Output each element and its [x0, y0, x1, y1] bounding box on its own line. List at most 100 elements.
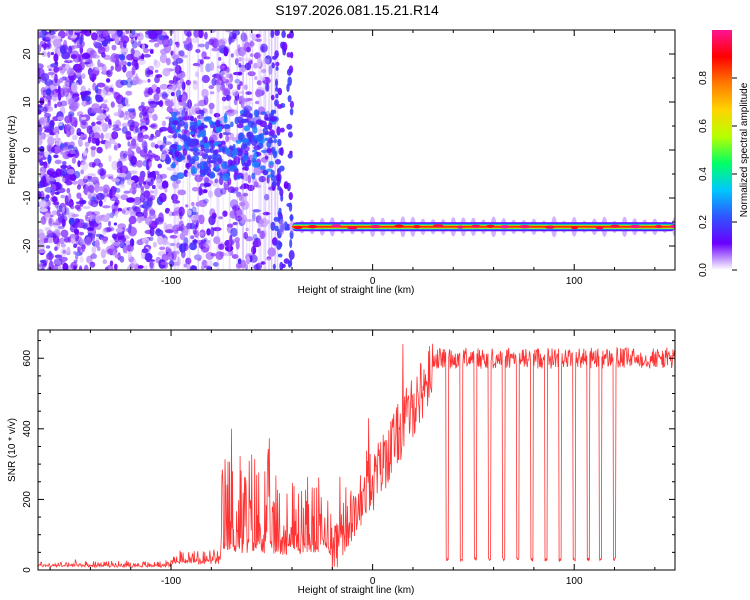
spectrogram-noise-blob [50, 183, 57, 192]
spectrogram-onset-blob [270, 94, 275, 101]
spectrogram-onset-blob [281, 263, 286, 268]
carrier-peak [544, 225, 555, 229]
spectrogram-noise-blob [91, 211, 101, 215]
spectrogram-cluster-blob [189, 115, 195, 122]
spectrogram-streak [275, 30, 277, 270]
spectrogram-noise-blob [113, 112, 121, 117]
spectrogram-noise-blob [63, 87, 69, 98]
spectrogram-streak [242, 30, 244, 270]
spectrogram-noise-blob [58, 126, 63, 131]
spectrogram-noise-blob [141, 128, 146, 133]
spectrogram-noise-blob [80, 161, 89, 171]
spectrogram-noise-blob [154, 155, 161, 162]
spectrogram-noise-blob [135, 211, 145, 217]
spectrogram-noise-blob [60, 100, 68, 107]
spectrogram-noise-blob [91, 234, 95, 239]
spectrogram-noise-blob [263, 193, 270, 201]
spectrogram-noise-blob [167, 135, 174, 139]
spectrogram-noise-blob [169, 242, 176, 247]
spectrogram-noise-blob [199, 59, 204, 65]
spectrogram-noise-blob [198, 149, 204, 157]
spectrogram-marks [38, 30, 675, 270]
spectrogram-cluster-blob [198, 131, 207, 137]
spec-ytick-label: 20 [22, 48, 33, 60]
spectrogram-cluster-blob [183, 141, 187, 149]
spectrogram-noise-blob [250, 32, 254, 39]
spectrogram-noise-blob [135, 73, 139, 82]
spectrogram-noise-blob [104, 85, 110, 91]
spectrogram-noise-blob [38, 232, 46, 241]
spectrogram-noise-blob [90, 148, 96, 158]
spectrogram-cluster-blob [170, 111, 178, 118]
spectrogram-noise-blob [142, 160, 147, 167]
spectrogram-noise-blob [209, 208, 216, 218]
spectrogram-onset-blob [289, 100, 294, 109]
spectrogram-cluster-blob [189, 121, 194, 125]
spectrogram-onset-blob [271, 237, 278, 246]
spectrogram-noise-blob [54, 228, 59, 235]
spectrogram-noise-blob [141, 248, 149, 254]
spectrogram-noise-blob [47, 71, 55, 76]
spectrogram-noise-blob [155, 86, 161, 94]
spectrogram-cluster-blob [189, 131, 195, 136]
spectrogram-noise-blob [198, 186, 203, 196]
spectrogram-noise-blob [231, 89, 239, 97]
spectrogram-noise-blob [91, 54, 100, 59]
spectrogram-noise-blob [204, 265, 212, 269]
spectrogram-noise-blob [194, 229, 199, 238]
spectrogram-noise-blob [121, 209, 126, 214]
spectrogram-noise-blob [157, 163, 163, 169]
spectrogram-noise-blob [262, 58, 270, 65]
spectrogram-noise-blob [58, 77, 64, 84]
spectrogram-noise-blob [99, 169, 106, 180]
spectrogram-noise-blob [186, 222, 192, 230]
spectrogram-noise-blob [60, 164, 68, 169]
spectrogram-noise-blob [67, 153, 75, 157]
spectrogram-cluster-blob [240, 118, 249, 124]
spectrogram-noise-blob [177, 189, 187, 196]
spectrogram-noise-blob [162, 37, 170, 48]
carrier-peak [394, 224, 404, 228]
spectrogram-cluster-blob [227, 159, 233, 166]
spectrogram-noise-blob [81, 244, 86, 252]
spectrogram-noise-blob [75, 79, 81, 85]
spectrogram-noise-blob [93, 158, 102, 166]
spectrogram-noise-blob [145, 117, 150, 126]
spectrogram-noise-blob [222, 89, 231, 97]
spectrogram-noise-blob [47, 51, 51, 58]
spectrogram-cluster-blob [267, 139, 274, 144]
carrier-peak [369, 225, 382, 229]
spectrogram-cluster-blob [171, 161, 176, 168]
spectrogram-noise-blob [136, 182, 142, 189]
spectrogram-noise-blob [59, 45, 67, 55]
spectrogram-noise-blob [113, 92, 121, 100]
spectrogram-cluster-blob [199, 169, 207, 176]
snr-ticks: -100 0 100 0 200 400 600 [22, 330, 675, 587]
colorbar-tick-label: 0.4 [698, 167, 709, 181]
spectrogram-noise-blob [149, 190, 155, 194]
spectrogram-noise-blob [120, 46, 129, 55]
spectrogram-onset-blob [288, 192, 293, 201]
spectrogram-noise-blob [59, 237, 65, 245]
carrier-peak [307, 225, 318, 229]
spectrogram-noise-blob [143, 47, 150, 54]
spectrogram-noise-blob [160, 48, 168, 55]
spectrogram-noise-blob [40, 76, 47, 83]
spectrogram-noise-blob [97, 59, 101, 68]
spectrogram-noise-blob [256, 57, 262, 68]
spectrogram-noise-blob [119, 255, 125, 263]
spectrogram-noise-blob [43, 106, 48, 114]
spectrogram-cluster-blob [242, 154, 249, 162]
spectrogram-noise-blob [141, 140, 148, 150]
spectrogram-noise-blob [112, 124, 119, 128]
spectrogram-noise-blob [44, 129, 53, 133]
spectrogram-noise-blob [73, 243, 78, 248]
spectrogram-noise-blob [80, 85, 86, 93]
spectrogram-noise-blob [79, 256, 84, 263]
spectrogram-noise-blob [151, 84, 157, 90]
spectrogram-noise-blob [243, 172, 249, 182]
spectrogram-noise-blob [238, 194, 243, 202]
spectrogram-noise-blob [111, 44, 117, 51]
spectrogram-noise-blob [187, 209, 192, 216]
spectrogram-noise-blob [81, 60, 85, 69]
